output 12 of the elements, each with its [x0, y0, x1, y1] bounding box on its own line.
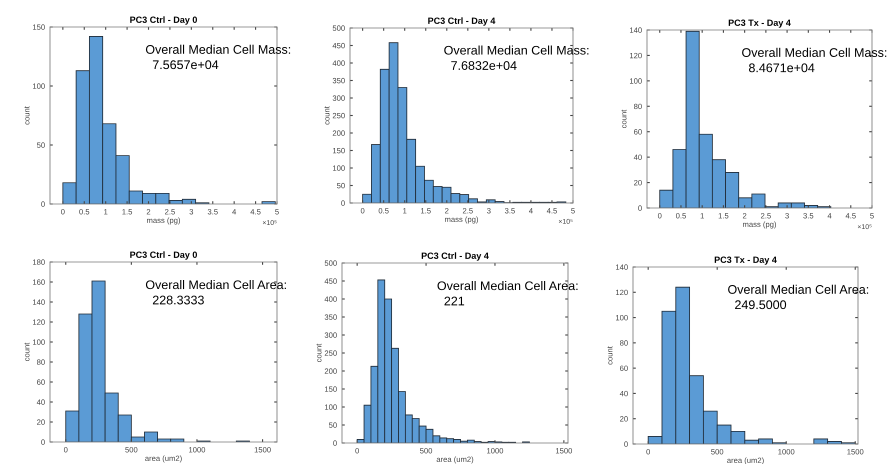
annotation: Overall Median Cell Area: 221 [438, 281, 578, 306]
chart-title: PC3 Ctrl - Day 0 [130, 251, 197, 260]
chart-title: PC3 Ctrl - Day 0 [130, 16, 197, 25]
chart-title: PC3 Ctrl - Day 4 [422, 252, 489, 261]
chart-title: PC3 Tx - Day 4 [714, 256, 777, 265]
annotation: Overall Median Cell Area: 228.3333 [146, 280, 286, 304]
annotation: Overall Median Cell Mass: 7.6832e+04 [444, 46, 588, 70]
annotation: Overall Median Cell Mass: 8.4671e+04 [742, 48, 886, 72]
annotation: Overall Median Cell Area: 249.5000 [728, 284, 868, 310]
chart-title: PC3 Tx - Day 4 [728, 20, 791, 28]
annotation: Overall Median Cell Mass: 7.5657e+04 [146, 44, 290, 70]
chart-title: PC3 Ctrl - Day 4 [428, 17, 496, 26]
